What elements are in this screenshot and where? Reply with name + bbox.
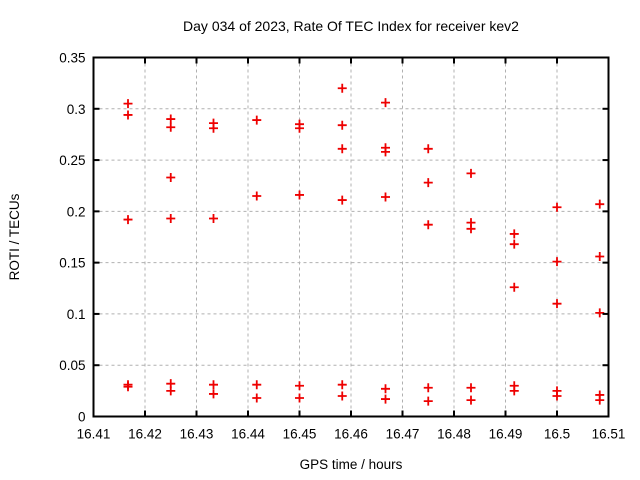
data-point-marker xyxy=(252,191,262,201)
data-point-marker xyxy=(208,389,218,399)
data-point-marker xyxy=(208,380,218,390)
data-point-marker xyxy=(466,383,476,393)
data-point-marker xyxy=(595,251,605,261)
data-point-marker xyxy=(337,144,347,154)
data-point-marker xyxy=(509,239,519,249)
data-point-marker xyxy=(509,282,519,292)
y-tick-label: 0 xyxy=(78,410,86,425)
x-tick-label: 16.43 xyxy=(180,427,214,442)
x-tick-label: 16.41 xyxy=(77,427,111,442)
y-tick-label: 0.05 xyxy=(59,358,85,373)
data-point-marker xyxy=(423,396,433,406)
x-tick-label: 16.45 xyxy=(283,427,317,442)
data-point-marker xyxy=(123,110,133,120)
data-points-layer xyxy=(123,83,605,406)
data-point-marker xyxy=(166,386,176,396)
data-point-marker xyxy=(381,394,391,404)
data-point-marker xyxy=(595,395,605,405)
data-point-marker xyxy=(295,393,304,403)
data-point-marker xyxy=(509,386,519,396)
x-tick-label: 16.5 xyxy=(544,427,570,442)
data-point-marker xyxy=(123,215,133,225)
chart-title: Day 034 of 2023, Rate Of TEC Index for r… xyxy=(183,18,519,34)
data-point-marker xyxy=(595,308,605,318)
data-point-marker xyxy=(381,147,391,157)
y-axis-label: ROTI / TECUs xyxy=(7,193,22,280)
grid-layer xyxy=(93,57,609,417)
data-point-marker xyxy=(123,99,133,109)
data-point-marker xyxy=(552,391,562,401)
data-point-marker xyxy=(381,98,391,108)
x-tick-label: 16.46 xyxy=(334,427,368,442)
data-point-marker xyxy=(166,173,176,183)
data-point-marker xyxy=(123,382,133,392)
x-axis-label: GPS time / hours xyxy=(300,457,403,472)
data-point-marker xyxy=(166,122,176,132)
data-point-marker xyxy=(208,214,218,224)
data-point-marker xyxy=(552,299,562,309)
y-tick-label: 0.15 xyxy=(59,256,85,271)
x-tick-label: 16.44 xyxy=(231,427,265,442)
y-tick-label: 0.3 xyxy=(67,102,86,117)
data-point-marker xyxy=(423,220,433,230)
data-point-marker xyxy=(252,393,262,403)
data-point-marker xyxy=(208,123,218,133)
labels-layer: 16.41 16.42 16.43 16.44 16.45 16.46 16.47 16.48… xyxy=(7,18,625,472)
data-point-marker xyxy=(337,380,347,390)
data-point-marker xyxy=(423,178,433,188)
y-tick-label: 0.35 xyxy=(59,51,85,66)
data-point-marker xyxy=(295,381,304,391)
data-point-marker xyxy=(295,190,304,200)
data-point-marker xyxy=(252,115,262,125)
data-point-marker xyxy=(423,144,433,154)
data-point-marker xyxy=(381,192,391,202)
y-tick-label: 0.25 xyxy=(59,153,85,168)
data-point-marker xyxy=(423,383,433,393)
data-point-marker xyxy=(252,380,262,390)
data-point-marker xyxy=(552,257,562,267)
data-point-marker xyxy=(595,199,605,209)
axes-layer xyxy=(92,56,610,418)
data-point-marker xyxy=(381,384,391,394)
x-tick-label: 16.51 xyxy=(592,427,626,442)
plot-border xyxy=(92,56,610,418)
data-point-marker xyxy=(337,391,347,401)
data-point-marker xyxy=(295,123,304,133)
data-point-marker xyxy=(466,224,476,234)
data-point-marker xyxy=(466,395,476,405)
data-point-marker xyxy=(337,83,347,93)
data-point-marker xyxy=(552,202,562,212)
x-tick-label: 16.47 xyxy=(386,427,420,442)
data-point-marker xyxy=(166,214,176,224)
data-point-marker xyxy=(166,114,176,124)
y-tick-label: 0.1 xyxy=(67,307,86,322)
data-point-marker xyxy=(337,120,347,130)
data-point-marker xyxy=(337,195,347,205)
x-tick-label: 16.48 xyxy=(437,427,471,442)
data-point-marker xyxy=(466,168,476,178)
data-point-marker xyxy=(509,229,519,239)
y-tick-label: 0.2 xyxy=(67,204,86,219)
x-tick-label: 16.42 xyxy=(128,427,162,442)
x-tick-label: 16.49 xyxy=(489,427,523,442)
